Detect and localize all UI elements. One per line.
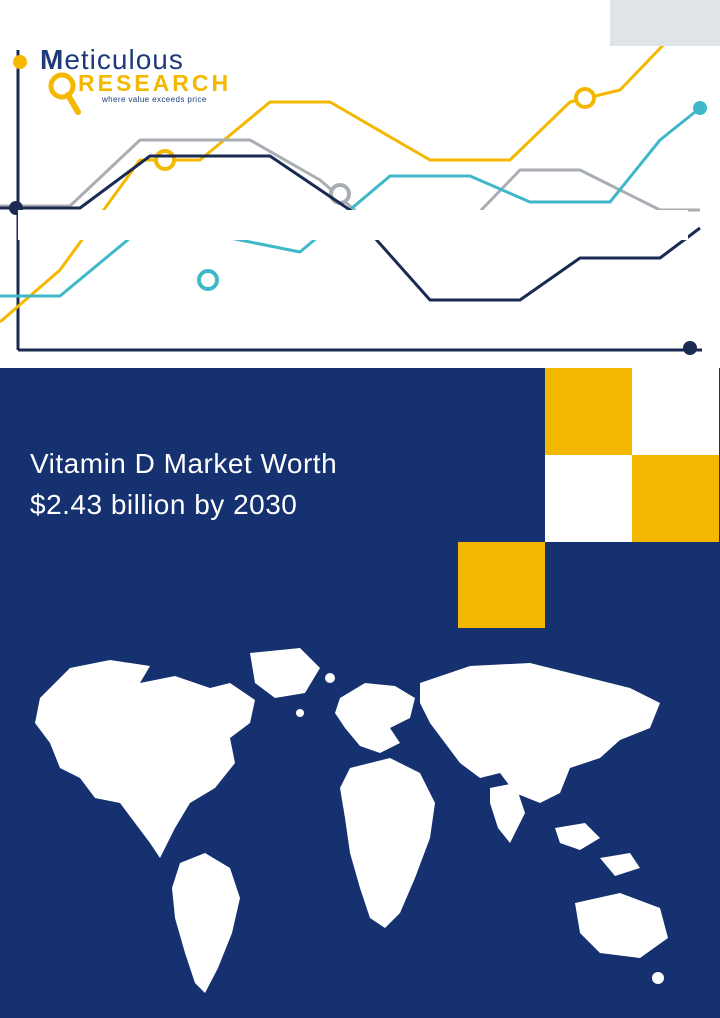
brand-logo: Meticulous RESEARCH where value exceeds … xyxy=(40,44,270,104)
title-band: Vitamin D Market Worth $2.43 billion by … xyxy=(0,368,720,628)
world-map-svg xyxy=(0,628,720,1018)
decorative-squares xyxy=(458,368,720,628)
title-line1: Vitamin D Market Worth xyxy=(30,448,337,479)
report-title: Vitamin D Market Worth $2.43 billion by … xyxy=(30,444,460,525)
top-right-accent xyxy=(610,0,720,46)
magnifier-icon xyxy=(46,72,82,118)
title-line2: $2.43 billion by 2030 xyxy=(30,489,297,520)
page-root: Meticulous RESEARCH where value exceeds … xyxy=(0,0,720,1018)
world-map-panel xyxy=(0,628,720,1018)
chart-panel: Meticulous RESEARCH where value exceeds … xyxy=(0,0,720,368)
